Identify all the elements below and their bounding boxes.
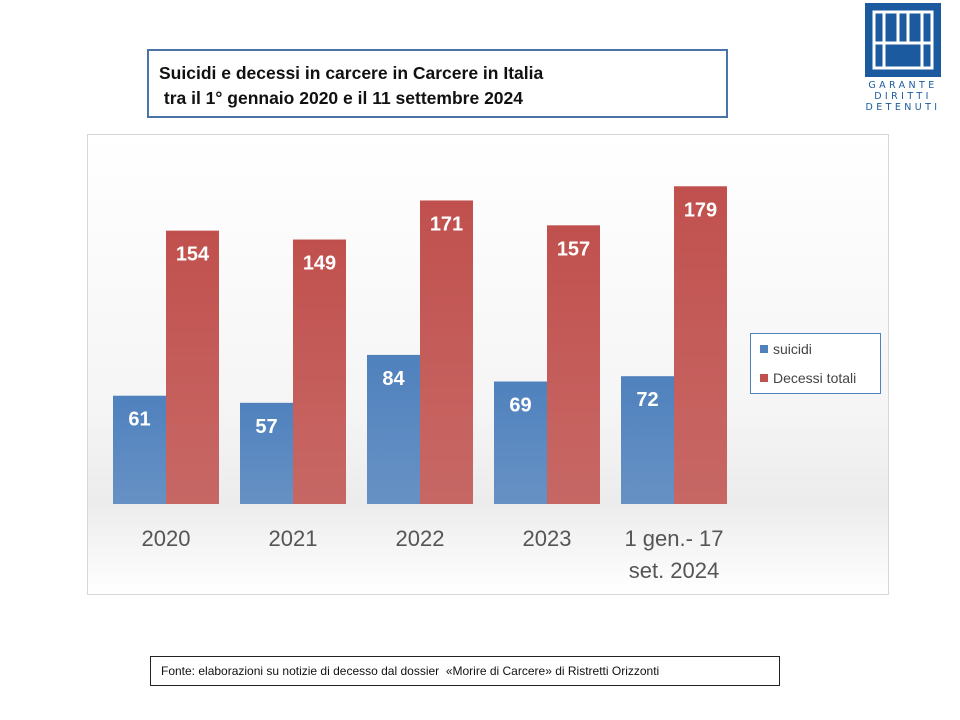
bar-suicidi-3 [494, 381, 547, 504]
data-label-suicidi-1: 57 [255, 416, 277, 438]
chart-legend: suicidi Decessi totali [750, 333, 881, 394]
bar-suicidi-0 [113, 395, 166, 504]
data-label-suicidi-2: 84 [382, 368, 405, 390]
chart-title-line-1: Suicidi e decessi in carcere in Carcere … [159, 63, 544, 83]
source-note: Fonte: elaborazioni su notizie di decess… [150, 656, 780, 686]
bar-decessi-2 [420, 200, 473, 504]
bar-decessi-4 [674, 186, 727, 504]
category-label-2: 2022 [396, 526, 445, 551]
bar-decessi-3 [547, 225, 600, 504]
category-label-4-1: set. 2024 [629, 558, 720, 583]
bar-suicidi-4 [621, 376, 674, 504]
legend-label-suicidi: suicidi [773, 341, 812, 357]
bar-chart: 61 154 2020 57 149 2021 84 171 2022 69 157 2023 72 17… [113, 186, 727, 583]
legend-label-decessi: Decessi totali [773, 370, 857, 386]
data-label-decessi-4: 179 [684, 199, 717, 221]
legend-swatch-suicidi [760, 345, 768, 353]
chart-title-line-2: tra il 1° gennaio 2020 e il 11 settembre… [159, 88, 523, 108]
bar-decessi-0 [166, 230, 219, 504]
legend-item-decessi: Decessi totali [760, 370, 856, 386]
data-label-suicidi-4: 72 [636, 389, 658, 411]
bar-suicidi-1 [240, 402, 293, 504]
category-label-3: 2023 [523, 526, 572, 551]
logo-mark-icon [865, 3, 941, 77]
category-label-0: 2020 [142, 526, 191, 551]
bar-decessi-1 [293, 239, 346, 504]
category-label-1: 2021 [269, 526, 318, 551]
logo-text-garante: GARANTE [868, 80, 938, 91]
bar-suicidi-2 [367, 354, 420, 504]
data-label-suicidi-0: 61 [128, 409, 150, 431]
data-label-decessi-1: 149 [303, 253, 336, 275]
legend-swatch-decessi [760, 374, 768, 382]
chart-title-box: Suicidi e decessi in carcere in Carcere … [147, 49, 728, 118]
data-label-decessi-3: 157 [557, 238, 590, 260]
data-label-suicidi-3: 69 [509, 395, 531, 417]
category-label-4-0: 1 gen.- 17 [624, 526, 723, 551]
logo-text-detenuti: DETENUTI [865, 102, 941, 113]
garante-logo: GARANTE DIRITTI DETENUTI [865, 3, 941, 114]
data-label-decessi-0: 154 [176, 244, 210, 266]
data-label-decessi-2: 171 [430, 213, 463, 235]
logo-text-diritti: DIRITTI [874, 91, 932, 102]
legend-item-suicidi: suicidi [760, 341, 812, 357]
